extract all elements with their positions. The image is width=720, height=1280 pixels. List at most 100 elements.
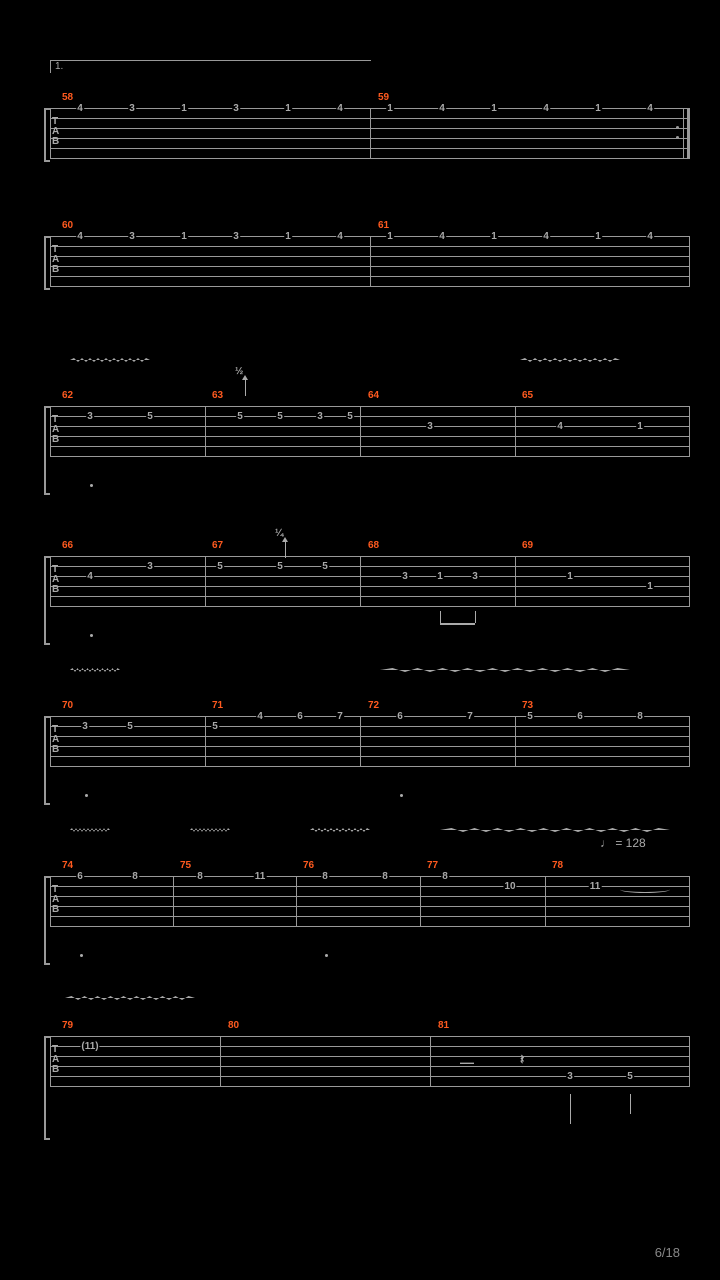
barline (689, 556, 690, 606)
measure-number: 79 (62, 1020, 73, 1031)
fret-number: 1 (284, 103, 292, 114)
barline (360, 556, 361, 606)
fret-number: 4 (336, 103, 344, 114)
repeat-dot (676, 126, 679, 129)
end-repeat-bar-thin (683, 108, 684, 158)
staff-line (50, 916, 690, 917)
fret-number: 3 (146, 561, 154, 572)
vibrato-mark (440, 828, 670, 832)
fret-number: 4 (542, 103, 550, 114)
end-repeat-bar (683, 108, 690, 158)
staff-line (50, 436, 690, 437)
bend-arrow (245, 378, 246, 396)
tab-staff: TAB7475767778688118881011♩ = 128 (50, 876, 690, 926)
barline (689, 876, 690, 926)
fret-number: 8 (636, 711, 644, 722)
tab-system: TAB6061431314141414 (50, 236, 690, 286)
barline (50, 1036, 51, 1086)
staff-line (50, 596, 690, 597)
measure-number: 73 (522, 700, 533, 711)
fret-number: 3 (128, 103, 136, 114)
fret-number: 11 (254, 871, 267, 882)
fret-number: 5 (346, 411, 354, 422)
barline (689, 1036, 690, 1086)
fret-number: 5 (211, 721, 219, 732)
barline (360, 406, 361, 456)
vibrato-mark (310, 828, 370, 832)
measure-number: 77 (427, 860, 438, 871)
fret-number: 1 (490, 103, 498, 114)
fret-number: 3 (316, 411, 324, 422)
staff-line (50, 456, 690, 457)
barline (515, 406, 516, 456)
fret-number: 3 (81, 721, 89, 732)
vibrato-mark (190, 828, 230, 832)
measure-number: 68 (368, 540, 379, 551)
barline (370, 108, 371, 158)
measure-number: 71 (212, 700, 223, 711)
fret-number: 5 (126, 721, 134, 732)
tab-system: TAB666768694355531311¼ (50, 556, 690, 606)
fret-number: 3 (128, 231, 136, 242)
measure-number: 81 (438, 1020, 449, 1031)
rhythm-dot (400, 794, 403, 797)
fret-number: 4 (438, 103, 446, 114)
tab-clef: TAB (52, 245, 59, 275)
fret-number: 1 (436, 571, 444, 582)
fret-number: 1 (386, 231, 394, 242)
barline (515, 716, 516, 766)
measure-number: 75 (180, 860, 191, 871)
staff-line (50, 1066, 690, 1067)
barline (515, 556, 516, 606)
fret-number: 5 (236, 411, 244, 422)
staff-line (50, 726, 690, 727)
staff-line (50, 606, 690, 607)
fret-number: 8 (131, 871, 139, 882)
staff-line (50, 736, 690, 737)
fret-number: 4 (86, 571, 94, 582)
fret-number: 5 (526, 711, 534, 722)
tab-staff: TAB62636465355535341½ (50, 406, 690, 456)
staff-line (50, 1046, 690, 1047)
tab-staff: TAB666768694355531311¼ (50, 556, 690, 606)
note-stem (630, 1094, 631, 1114)
staff-line (50, 576, 690, 577)
vibrato-mark (65, 996, 195, 1000)
staff-line (50, 906, 690, 907)
staff-line (50, 158, 690, 159)
barline (370, 236, 371, 286)
measure-number: 78 (552, 860, 563, 871)
tab-clef: TAB (52, 565, 59, 595)
staff-line (50, 426, 690, 427)
fret-number: 1 (180, 231, 188, 242)
tab-system: TAB7071727335546767568 (50, 716, 690, 766)
tab-staff: TAB6061431314141414 (50, 236, 690, 286)
barline (360, 716, 361, 766)
tab-staff: TAB58594313141414141. (50, 108, 690, 158)
measure-number: 65 (522, 390, 533, 401)
staff-line (50, 926, 690, 927)
fret-number: 1 (646, 581, 654, 592)
fret-number: 8 (441, 871, 449, 882)
barline (50, 236, 51, 286)
staff-line (50, 756, 690, 757)
tab-system: TAB58594313141414141. (50, 108, 690, 158)
rhythm-dot (90, 484, 93, 487)
barline (689, 236, 690, 286)
fret-number: 5 (321, 561, 329, 572)
staff-line (50, 716, 690, 717)
fret-number: 4 (76, 231, 84, 242)
staff-line (50, 766, 690, 767)
fret-number: 1 (386, 103, 394, 114)
measure-number: 58 (62, 92, 73, 103)
tie (620, 886, 670, 893)
repeat-dot (676, 136, 679, 139)
measure-number: 60 (62, 220, 73, 231)
barline (689, 406, 690, 456)
staff-line (50, 1086, 690, 1087)
fret-number: 4 (646, 231, 654, 242)
barline (173, 876, 174, 926)
fret-number: 3 (232, 103, 240, 114)
volta-bracket: 1. (50, 60, 371, 73)
fret-number: 5 (216, 561, 224, 572)
